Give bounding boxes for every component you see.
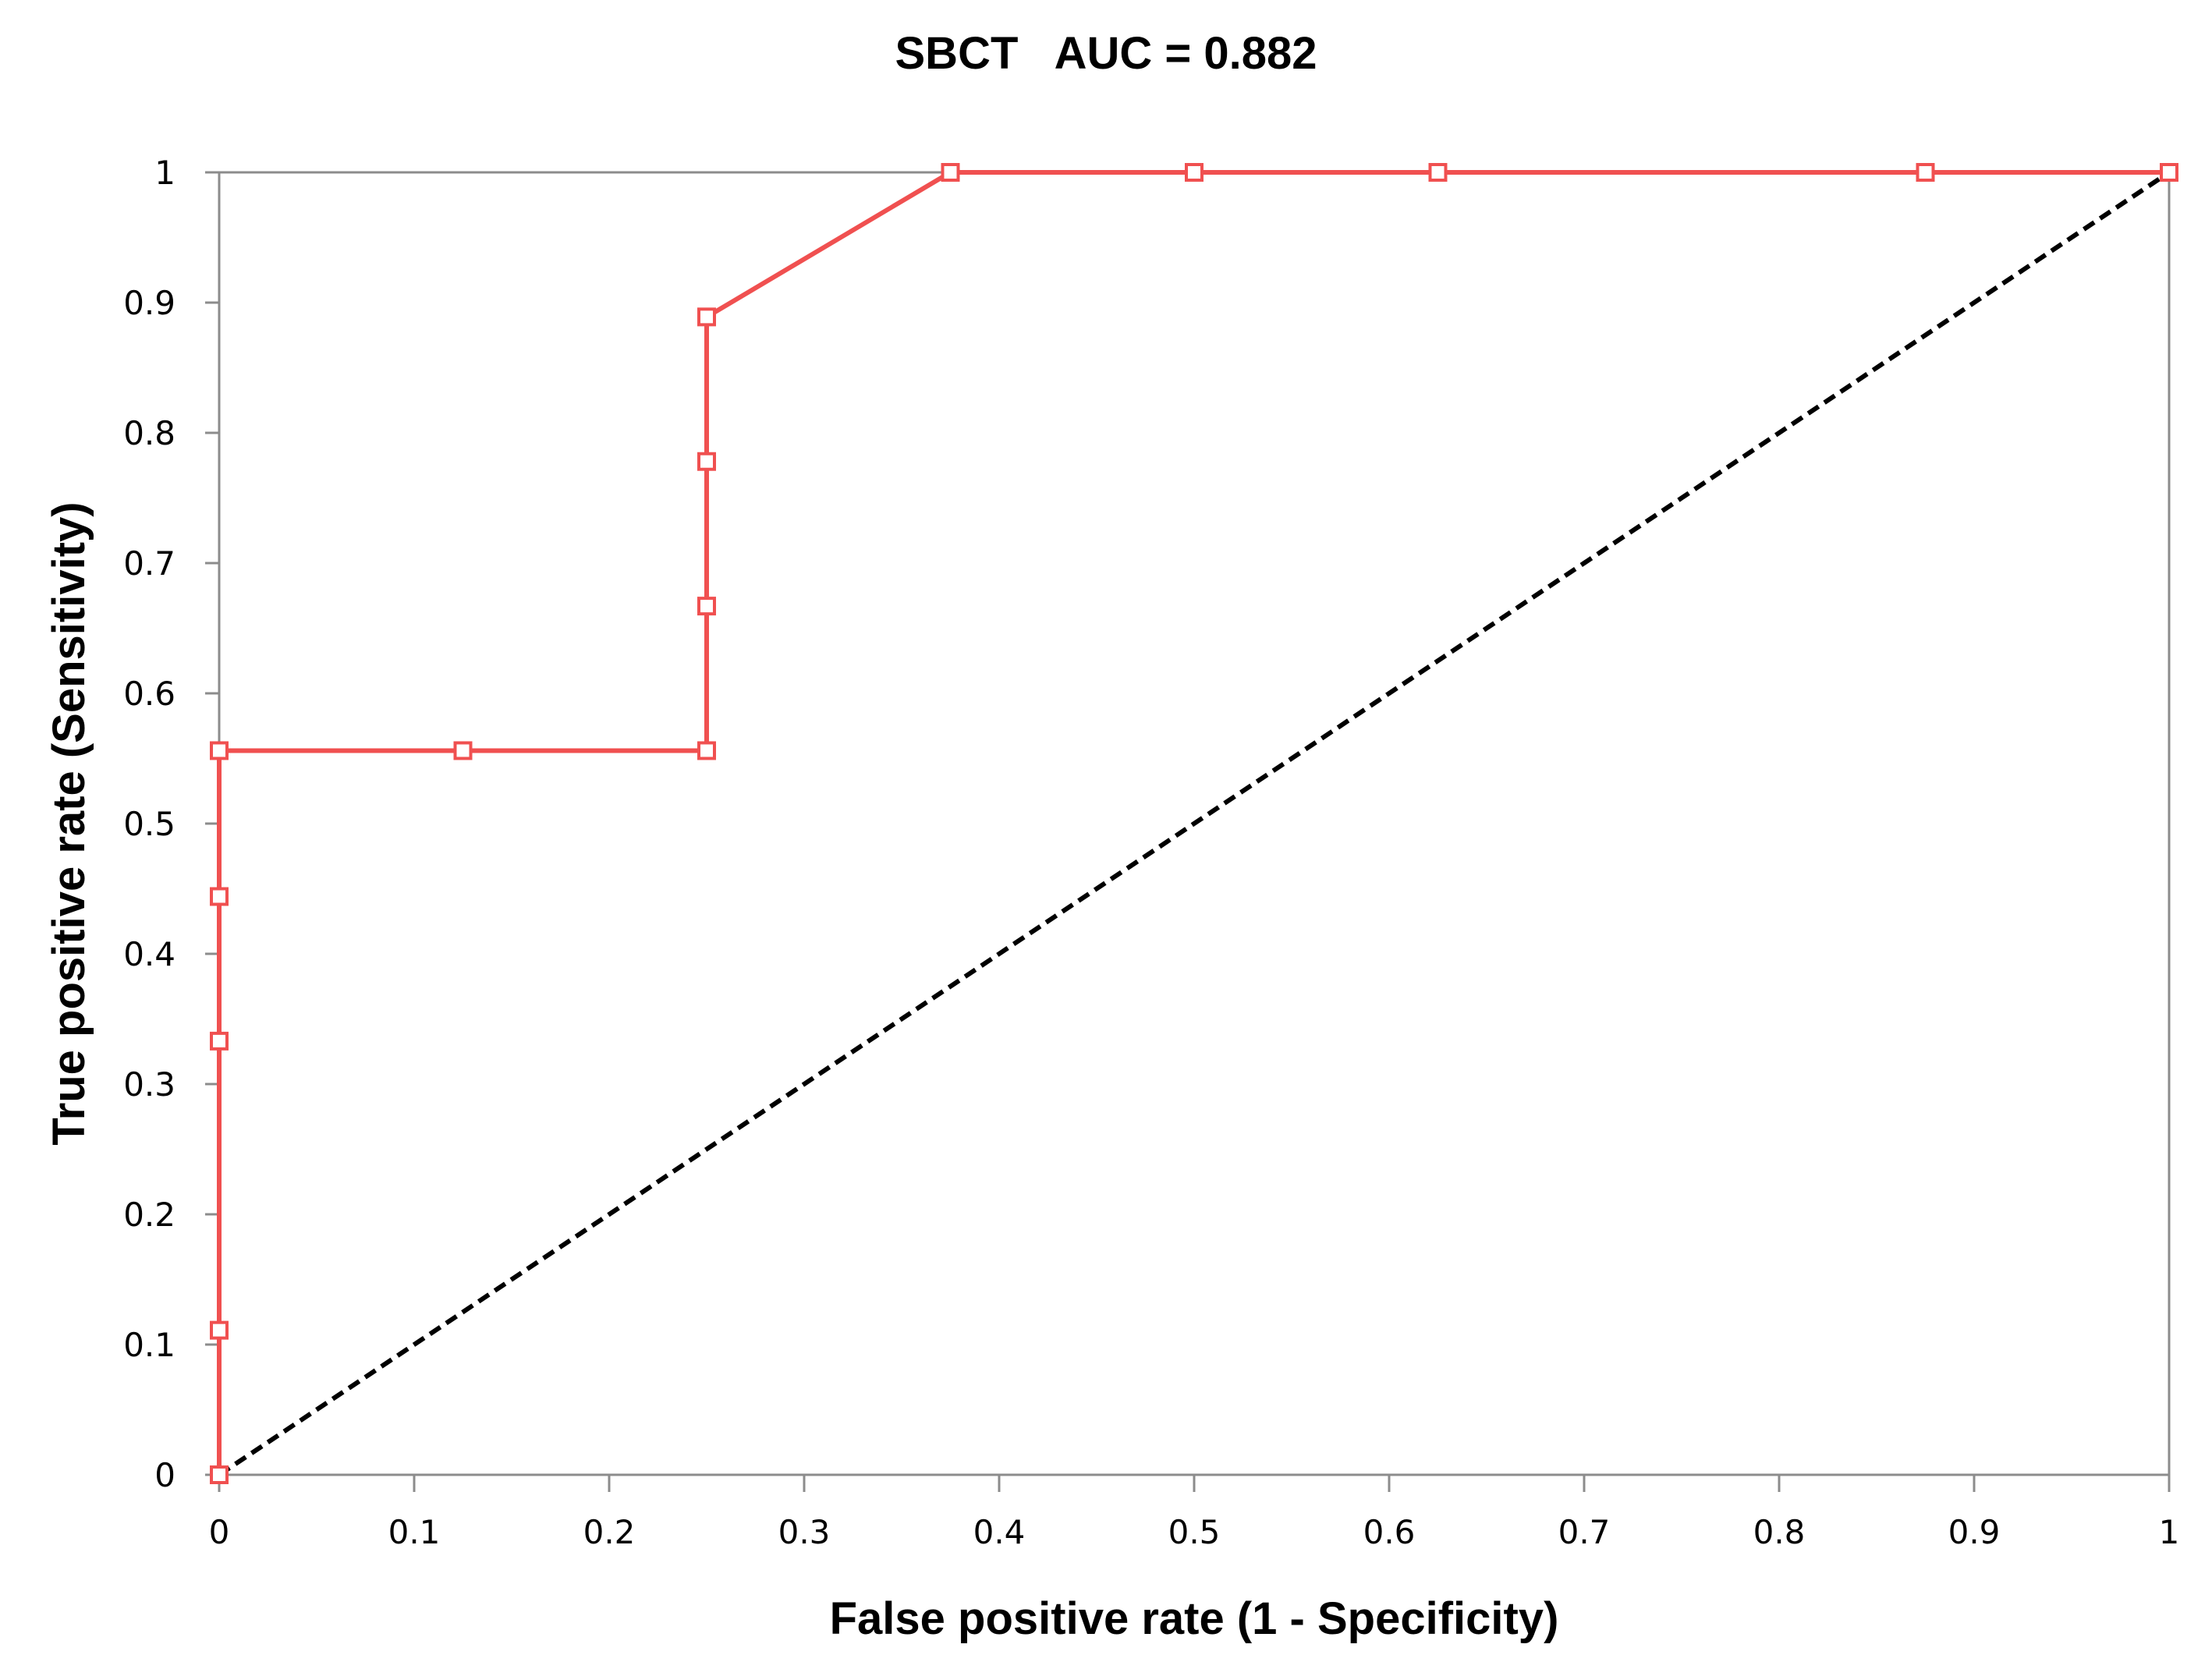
roc-point-marker — [2160, 163, 2178, 182]
roc-point-marker — [1916, 163, 1935, 182]
chart-title: SBCT AUC = 0.882 — [895, 28, 1317, 79]
x-tick-label: 0.2 — [583, 1513, 636, 1551]
x-tick-label: 0.3 — [778, 1513, 831, 1551]
roc-point-marker — [697, 741, 716, 760]
y-tick-label: 0.5 — [123, 805, 175, 843]
roc-point-marker — [941, 163, 960, 182]
x-axis-ticks: 0 0.1 0.2 0.3 0.4 0.5 0.6 0.7 0.8 0.9 1 — [209, 1475, 2180, 1551]
roc-point-marker — [697, 452, 716, 471]
x-tick-label: 0.1 — [388, 1513, 441, 1551]
y-tick-label: 0.1 — [123, 1326, 175, 1364]
y-tick-label: 1 — [154, 154, 175, 192]
roc-point-marker — [210, 1465, 229, 1484]
y-tick-label: 0.2 — [123, 1196, 175, 1234]
roc-point-marker — [210, 887, 229, 906]
x-axis-label: False positive rate (1 - Specificity) — [830, 1593, 1559, 1644]
roc-point-marker — [697, 597, 716, 616]
y-axis-ticks: 0 0.1 0.2 0.3 0.4 0.5 0.6 0.7 0.8 0.9 1 — [123, 154, 219, 1494]
y-tick-label: 0.9 — [123, 284, 175, 322]
roc-point-marker — [1185, 163, 1203, 182]
y-tick-label: 0.8 — [123, 414, 175, 452]
roc-point-marker — [697, 307, 716, 327]
roc-point-marker — [210, 1031, 229, 1051]
x-tick-label: 0.6 — [1363, 1513, 1416, 1551]
x-tick-label: 1 — [2159, 1513, 2180, 1551]
roc-point-marker — [1428, 163, 1448, 182]
y-tick-label: 0.7 — [123, 544, 175, 583]
x-tick-label: 0 — [209, 1513, 230, 1551]
y-axis-label: True positive rate (Sensitivity) — [44, 501, 94, 1145]
y-tick-label: 0 — [154, 1456, 175, 1494]
y-tick-label: 0.6 — [123, 675, 175, 713]
reference-diagonal-line — [218, 170, 2171, 1477]
roc-point-marker — [210, 741, 229, 760]
roc-point-marker — [453, 741, 473, 760]
series-layer — [210, 163, 2178, 1484]
y-tick-label: 0.3 — [123, 1065, 175, 1104]
x-tick-label: 0.9 — [1948, 1513, 2001, 1551]
roc-point-marker — [210, 1320, 229, 1340]
x-tick-label: 0.8 — [1753, 1513, 1806, 1551]
x-tick-label: 0.7 — [1558, 1513, 1611, 1551]
x-tick-label: 0.4 — [973, 1513, 1026, 1551]
y-tick-label: 0.4 — [123, 935, 175, 973]
x-tick-label: 0.5 — [1168, 1513, 1221, 1551]
